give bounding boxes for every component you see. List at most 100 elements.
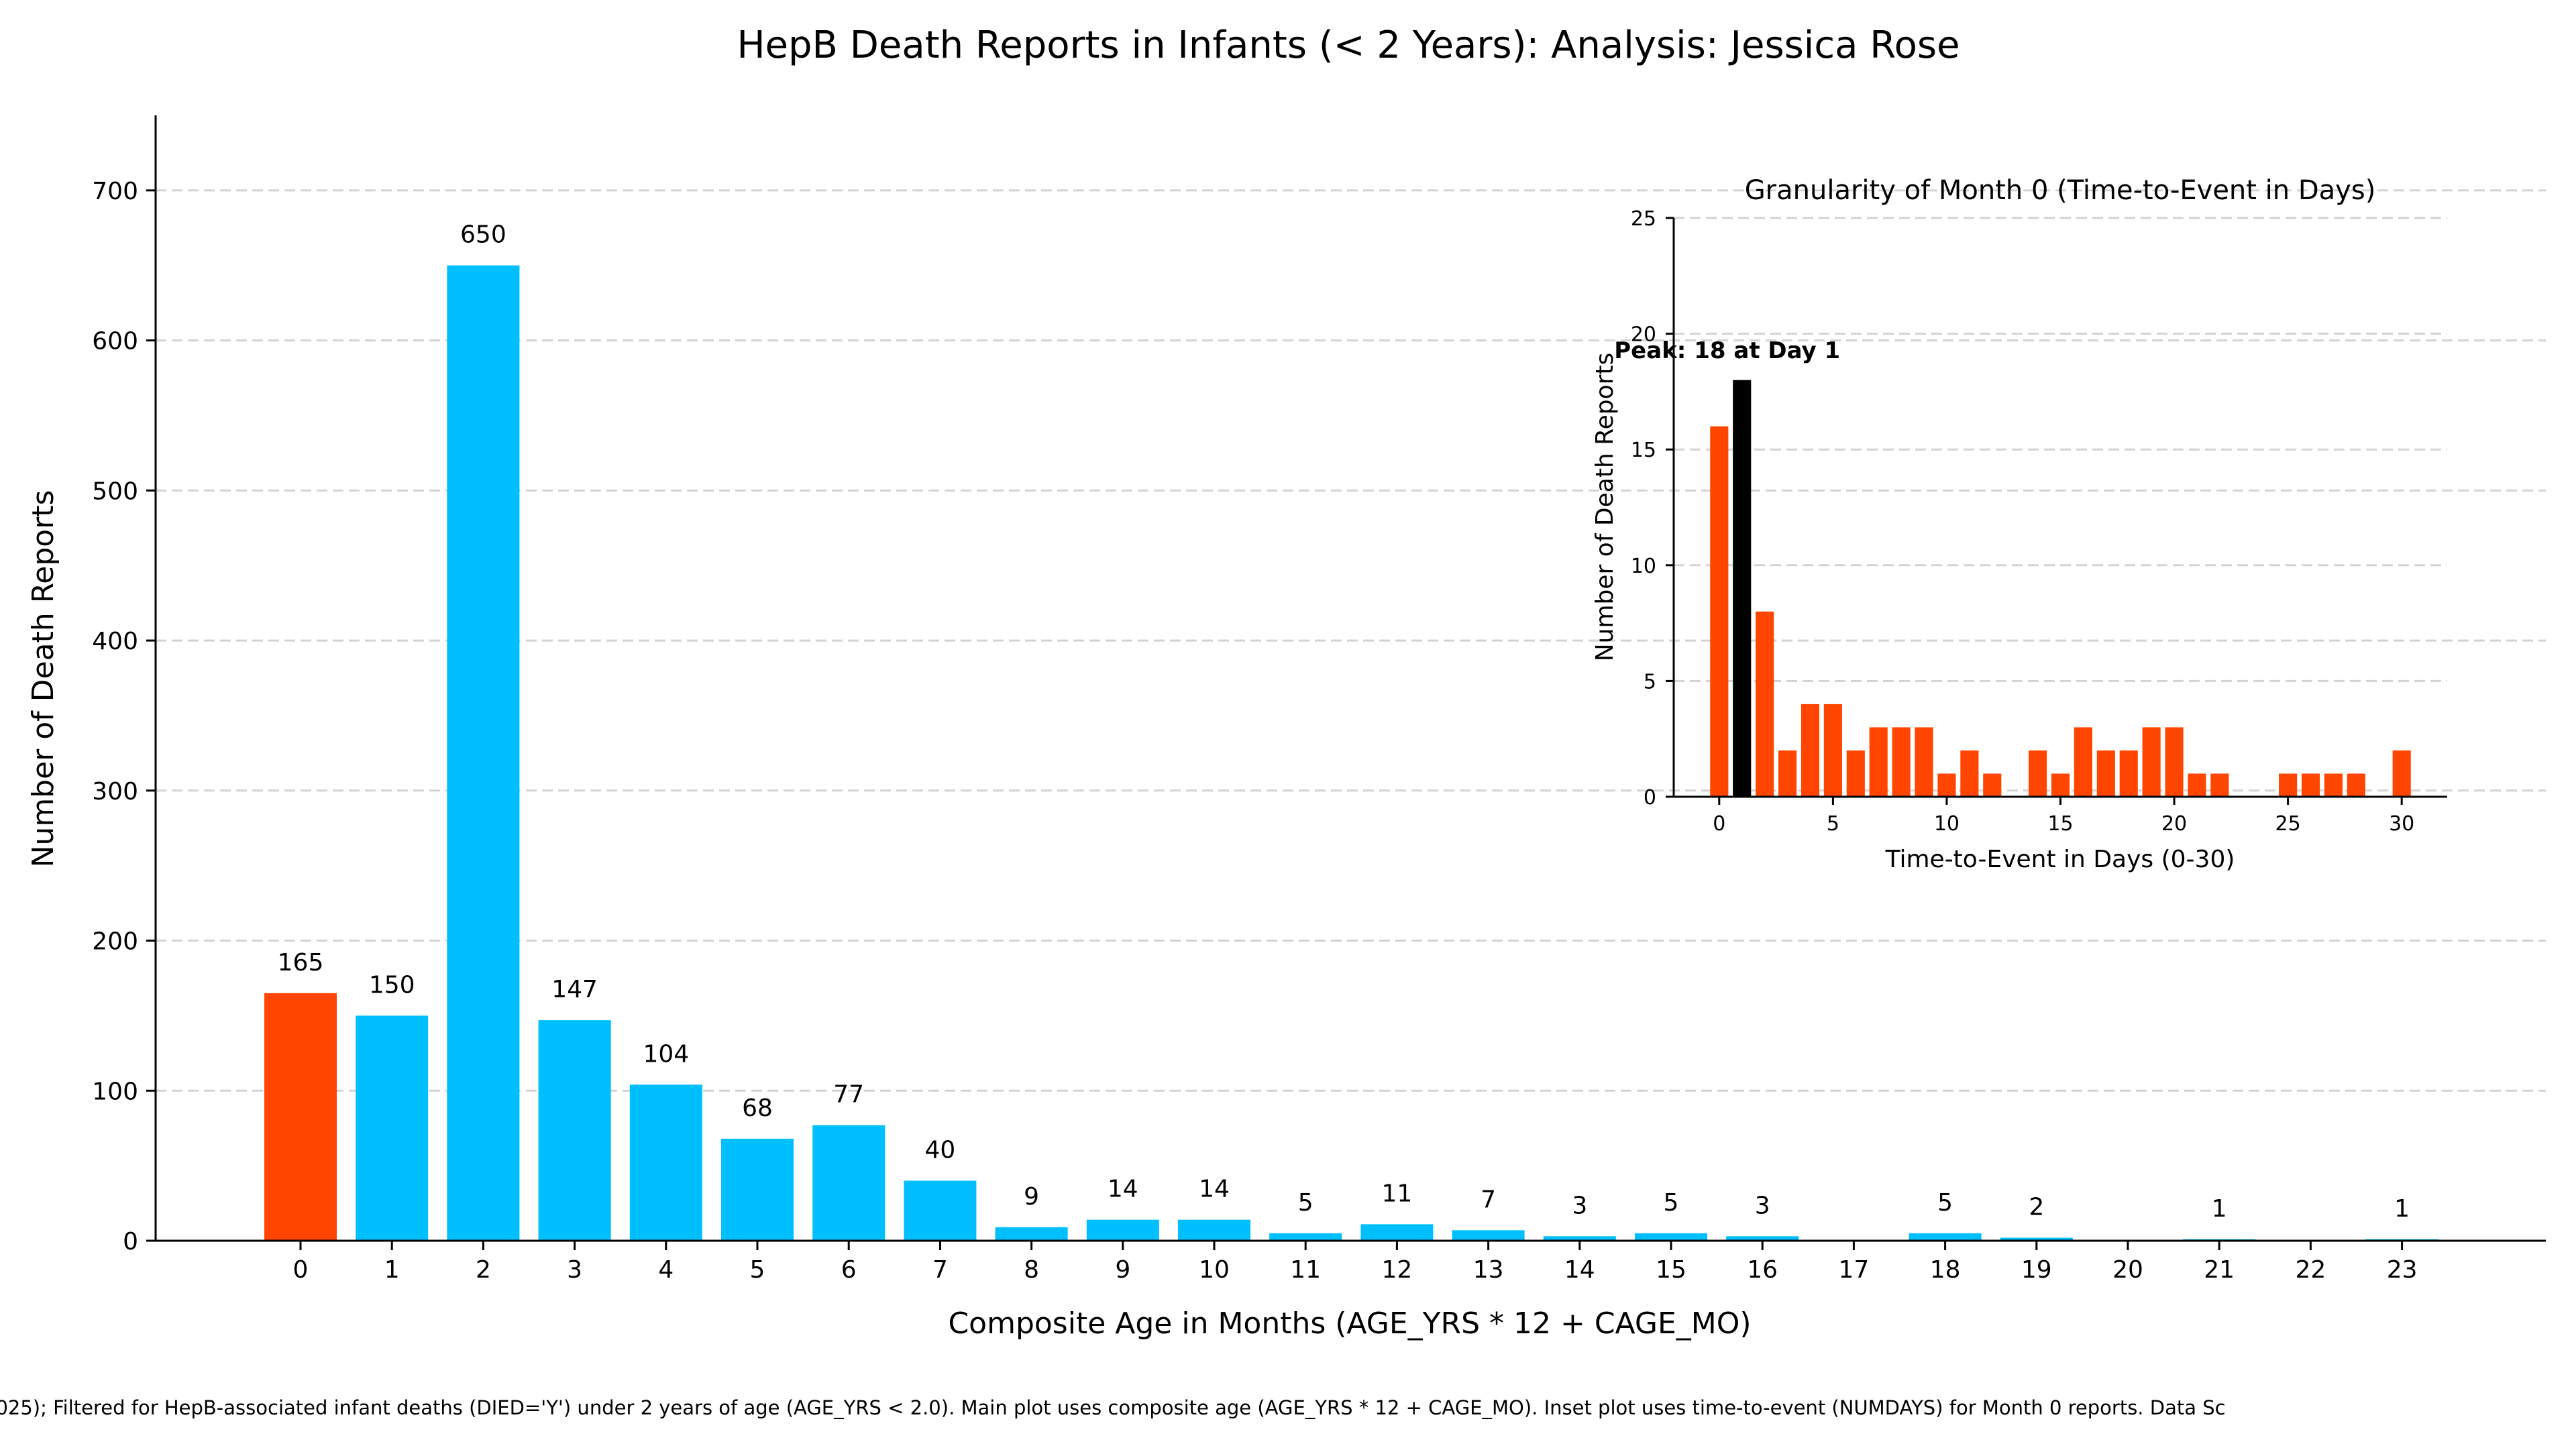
- inset-bar-day-7: [1869, 727, 1888, 797]
- inset-x-tick-label: 20: [2161, 812, 2187, 836]
- inset-bar-day-10: [1937, 773, 1956, 797]
- bar-value-label: 147: [551, 976, 598, 1003]
- x-tick-label: 0: [293, 1256, 309, 1284]
- inset-y-tick-label: 5: [1644, 670, 1656, 693]
- y-tick-label: 200: [92, 928, 138, 956]
- bar-month-8: [995, 1227, 1068, 1241]
- inset-y-tick-label: 10: [1631, 555, 1656, 578]
- x-tick-label: 4: [658, 1256, 674, 1284]
- inset-bar-day-1: [1733, 380, 1752, 797]
- inset-x-tick-label: 5: [1827, 812, 1839, 836]
- inset-bar-day-16: [2074, 727, 2092, 797]
- inset-y-tick-label: 15: [1631, 439, 1656, 462]
- bar-month-15: [1635, 1233, 1707, 1241]
- bar-value-label: 68: [742, 1095, 773, 1122]
- bar-month-3: [538, 1020, 611, 1241]
- bar-value-label: 11: [1381, 1180, 1412, 1207]
- bar-value-label: 3: [1755, 1192, 1770, 1219]
- bar-month-0: [264, 993, 337, 1241]
- bar-value-label: 650: [460, 221, 506, 249]
- x-tick-label: 21: [2204, 1256, 2235, 1284]
- bar-value-label: 1: [2212, 1195, 2227, 1223]
- x-tick-label: 22: [2295, 1256, 2326, 1284]
- inset-bar-day-9: [1915, 727, 1933, 797]
- inset-x-tick-label: 15: [2047, 812, 2073, 836]
- inset-bar-day-19: [2142, 727, 2161, 797]
- bar-value-label: 9: [1024, 1183, 1039, 1211]
- bar-value-label: 40: [924, 1137, 955, 1164]
- bar-value-label: 7: [1481, 1186, 1496, 1213]
- bar-value-label: 165: [278, 949, 324, 976]
- x-tick-label: 1: [384, 1256, 400, 1284]
- x-tick-label: 8: [1024, 1256, 1039, 1284]
- bar-value-label: 2: [2029, 1194, 2044, 1221]
- bar-value-label: 104: [643, 1040, 689, 1068]
- bar-month-12: [1360, 1224, 1434, 1241]
- inset-bar-day-6: [1846, 750, 1865, 797]
- caption-text: 2025); Filtered for HepB-associated infa…: [0, 1396, 2226, 1419]
- bar-value-label: 5: [1937, 1189, 1953, 1217]
- x-tick-label: 2: [476, 1256, 491, 1284]
- inset-bar-day-4: [1801, 704, 1820, 797]
- inset-y-tick-label: 20: [1631, 323, 1656, 347]
- inset-bar-day-2: [1756, 611, 1774, 797]
- y-tick-label: 400: [92, 628, 138, 655]
- bar-month-19: [2000, 1237, 2073, 1241]
- inset-x-axis-label: Time-to-Event in Days (0-30): [1885, 846, 2235, 873]
- y-tick-label: 500: [92, 478, 138, 505]
- bar-value-label: 1: [2394, 1195, 2410, 1223]
- peak-annotation: Peak: 18 at Day 1: [1614, 337, 1840, 364]
- inset-bar-day-21: [2188, 773, 2206, 797]
- x-tick-label: 16: [1747, 1256, 1778, 1284]
- bar-value-label: 3: [1572, 1192, 1587, 1219]
- bar-value-label: 5: [1298, 1189, 1313, 1217]
- y-tick-label: 0: [123, 1228, 138, 1255]
- x-tick-label: 18: [1930, 1256, 1961, 1284]
- x-tick-label: 15: [1656, 1256, 1686, 1284]
- inset-bar-day-26: [2301, 773, 2320, 797]
- bar-month-18: [1909, 1233, 1982, 1241]
- inset-chart-title: Granularity of Month 0 (Time-to-Event in…: [1745, 175, 2376, 206]
- inset-bar-day-18: [2119, 750, 2138, 797]
- x-tick-label: 17: [1838, 1256, 1869, 1284]
- inset-x-tick-label: 0: [1713, 812, 1725, 836]
- x-tick-label: 14: [1564, 1256, 1595, 1284]
- bar-value-label: 14: [1199, 1176, 1230, 1203]
- y-tick-label: 300: [92, 778, 138, 805]
- x-tick-label: 7: [932, 1256, 948, 1284]
- inset-x-tick-label: 10: [1934, 812, 1960, 836]
- y-tick-label: 100: [92, 1078, 138, 1105]
- bar-month-5: [721, 1138, 794, 1241]
- y-tick-label: 700: [92, 178, 138, 205]
- y-tick-label: 600: [92, 328, 138, 355]
- x-tick-label: 10: [1199, 1256, 1230, 1284]
- x-tick-label: 20: [2112, 1256, 2143, 1284]
- inset-y-tick-label: 0: [1644, 786, 1656, 809]
- inset-bar-day-30: [2392, 750, 2411, 797]
- inset-y-tick-label: 25: [1631, 207, 1656, 231]
- x-tick-label: 3: [567, 1256, 582, 1284]
- x-tick-label: 12: [1381, 1256, 1412, 1284]
- x-tick-label: 11: [1290, 1256, 1321, 1284]
- bar-month-16: [1726, 1236, 1799, 1241]
- y-axis-label: Number of Death Reports: [26, 490, 60, 868]
- inset-bar-day-17: [2096, 750, 2115, 797]
- main-chart-title: HepB Death Reports in Infants (< 2 Years…: [737, 23, 1960, 67]
- bar-month-6: [812, 1125, 885, 1241]
- bar-value-label: 150: [369, 971, 415, 999]
- inset-bar-day-0: [1710, 426, 1729, 797]
- x-tick-label: 5: [750, 1256, 765, 1284]
- inset-x-tick-label: 30: [2389, 812, 2414, 836]
- data-source-caption: 2025); Filtered for HepB-associated infa…: [0, 1396, 2576, 1426]
- bar-month-9: [1086, 1219, 1159, 1241]
- bar-month-4: [629, 1084, 702, 1241]
- inset-bar-day-15: [2051, 773, 2070, 797]
- x-tick-label: 6: [841, 1256, 857, 1284]
- inset-bar-day-5: [1823, 704, 1842, 797]
- bar-value-label: 14: [1108, 1176, 1138, 1203]
- inset-y-axis-label: Number of Death Reports: [1591, 353, 1619, 662]
- inset-bar-day-25: [2279, 773, 2298, 797]
- bar-month-13: [1452, 1230, 1525, 1241]
- inset-bar-day-28: [2347, 773, 2365, 797]
- inset-bar-day-3: [1778, 750, 1797, 797]
